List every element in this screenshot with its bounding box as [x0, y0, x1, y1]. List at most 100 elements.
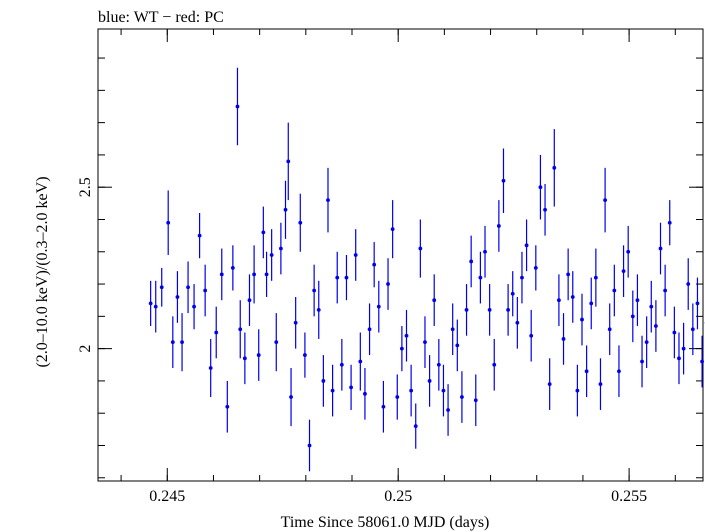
point-marker: [478, 275, 483, 280]
point-marker: [307, 443, 312, 448]
point-marker: [376, 304, 381, 309]
data-point: [653, 300, 658, 352]
point-marker: [247, 298, 252, 303]
point-marker: [580, 317, 584, 322]
point-marker: [695, 301, 700, 306]
x-tick-label: 0.25: [384, 488, 412, 505]
data-point: [487, 284, 492, 336]
point-marker: [621, 269, 626, 274]
point-marker: [441, 388, 446, 393]
data-point: [153, 280, 158, 333]
point-marker: [455, 343, 460, 348]
point-marker: [335, 275, 340, 280]
data-point: [148, 280, 153, 327]
data-point: [413, 403, 418, 449]
data-point: [312, 264, 317, 317]
data-point: [570, 271, 575, 323]
point-marker: [635, 298, 640, 303]
point-marker: [242, 356, 247, 361]
data-point: [247, 274, 252, 327]
point-marker: [483, 249, 487, 254]
data-point: [496, 200, 501, 252]
data-point: [677, 332, 681, 385]
point-marker: [409, 388, 414, 393]
point-marker: [372, 262, 377, 267]
point-marker: [404, 333, 409, 338]
point-marker: [506, 307, 511, 312]
data-point: [180, 313, 184, 372]
point-marker: [330, 388, 335, 393]
point-marker: [589, 301, 594, 306]
point-marker: [208, 366, 213, 370]
x-axis-label: Time Since 58061.0 MJD (days): [281, 514, 490, 531]
point-marker: [274, 340, 279, 345]
point-marker: [533, 266, 538, 270]
data-point: [404, 309, 409, 362]
point-marker: [464, 307, 469, 312]
point-marker: [617, 369, 621, 374]
y-tick-label: 2.5: [77, 177, 94, 197]
data-point: [358, 332, 363, 391]
data-point: [478, 251, 483, 304]
point-marker: [653, 324, 658, 328]
data-point: [607, 303, 612, 356]
point-marker: [677, 356, 681, 361]
point-marker: [148, 301, 153, 306]
data-point: [349, 364, 353, 410]
data-point: [584, 345, 589, 398]
point-marker: [450, 327, 455, 332]
point-marker: [316, 307, 321, 312]
data-point: [307, 419, 312, 472]
data-point: [510, 271, 515, 317]
axes: 0.245 0.25 0.255 2 2.5: [77, 29, 703, 505]
data-point: [690, 303, 695, 356]
data-point: [483, 225, 487, 278]
data-point: [529, 309, 534, 362]
data-point: [186, 261, 190, 314]
data-point: [390, 200, 395, 259]
point-marker: [339, 362, 344, 367]
data-point: [372, 242, 377, 288]
data-point: [256, 329, 261, 381]
point-marker: [630, 314, 635, 319]
point-marker: [543, 207, 547, 212]
data-point: [264, 251, 269, 297]
point-marker: [321, 379, 326, 383]
point-marker: [293, 320, 298, 325]
point-marker: [197, 233, 202, 238]
point-marker: [626, 249, 631, 254]
data-point: [520, 251, 524, 304]
point-marker: [446, 408, 450, 412]
data-point: [566, 248, 571, 301]
point-marker: [487, 307, 492, 312]
data-point: [515, 296, 520, 349]
point-marker: [672, 330, 677, 335]
data-point: [626, 225, 631, 278]
data-point: [469, 235, 474, 288]
point-marker: [386, 282, 390, 286]
data-point: [235, 67, 240, 146]
point-marker: [432, 298, 437, 303]
point-marker: [367, 327, 372, 332]
data-point: [598, 358, 603, 410]
data-point: [557, 274, 561, 327]
point-marker: [492, 362, 497, 367]
data-point: [214, 306, 219, 359]
data-point: [446, 384, 450, 436]
point-marker: [520, 275, 524, 280]
point-marker: [603, 198, 607, 203]
point-marker: [363, 391, 367, 396]
point-marker: [667, 220, 672, 225]
x-tick-label: 0.255: [611, 488, 647, 505]
data-point: [283, 180, 288, 239]
point-marker: [349, 385, 353, 390]
point-marker: [584, 369, 589, 374]
point-marker: [390, 227, 395, 232]
point-marker: [423, 340, 427, 345]
data-point: [166, 190, 171, 255]
point-marker: [700, 359, 704, 364]
data-point: [427, 355, 432, 407]
data-point: [219, 248, 224, 301]
data-point: [339, 338, 344, 391]
point-marker: [252, 272, 256, 277]
